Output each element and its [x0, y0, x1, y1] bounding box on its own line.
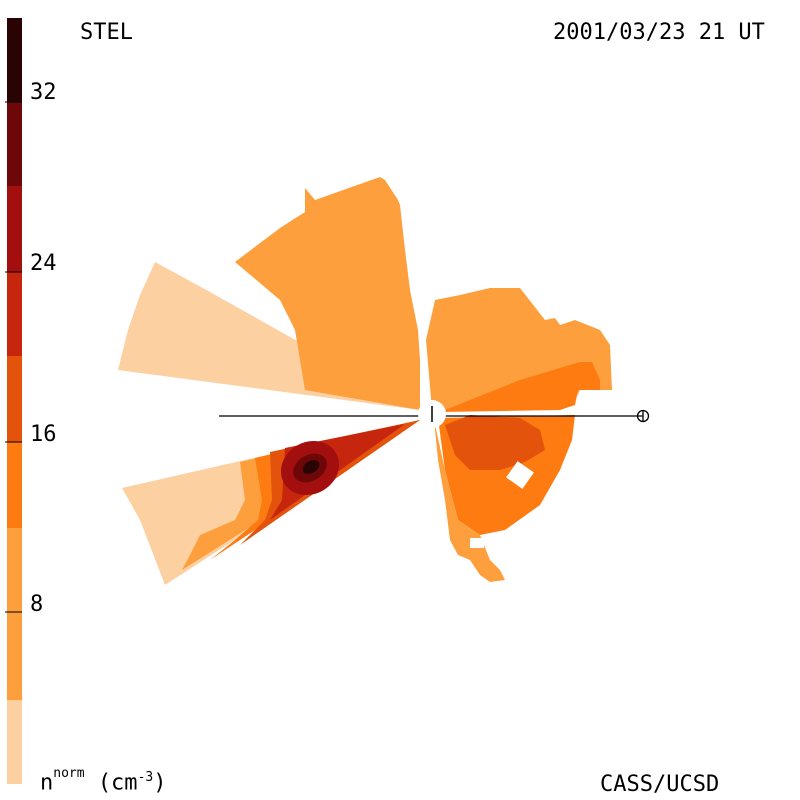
quantity-superscript: norm	[53, 766, 85, 781]
colorbar-level-1	[7, 700, 22, 784]
unit-suffix: )	[153, 770, 167, 796]
colorbar-level-3	[7, 442, 22, 528]
colorbar-label-32: 32	[30, 80, 57, 105]
density-sector-upper-right	[426, 288, 612, 412]
density-sector-lower-right	[434, 420, 505, 582]
colorbar-level-7	[7, 102, 22, 186]
colorbar-unit-label: nnorm (cm-3)	[40, 766, 167, 796]
datetime-label: 2001/03/23 21 UT	[553, 20, 765, 45]
colorbar-level-8	[7, 18, 22, 102]
credit-label: CASS/UCSD	[600, 772, 720, 797]
color-bar	[5, 18, 22, 784]
colorbar-level-5	[7, 272, 22, 356]
density-sector-upper	[235, 177, 420, 410]
colorbar-label-16: 16	[30, 422, 57, 447]
density-sector-right	[438, 415, 575, 535]
instrument-label: STEL	[80, 20, 133, 45]
unit-prefix: (cm	[97, 770, 138, 796]
colorbar-level-2	[7, 528, 22, 700]
colorbar-label-24: 24	[30, 251, 57, 276]
colorbar-level-6	[7, 186, 22, 272]
earth-symbol	[636, 409, 650, 423]
quantity-symbol: n	[40, 770, 54, 796]
sun-symbol	[418, 400, 446, 428]
colorbar-level-4	[7, 356, 22, 442]
unit-exponent: -3	[137, 770, 154, 785]
colorbar-label-8: 8	[30, 592, 44, 617]
density-sector-lower-left	[122, 420, 420, 585]
